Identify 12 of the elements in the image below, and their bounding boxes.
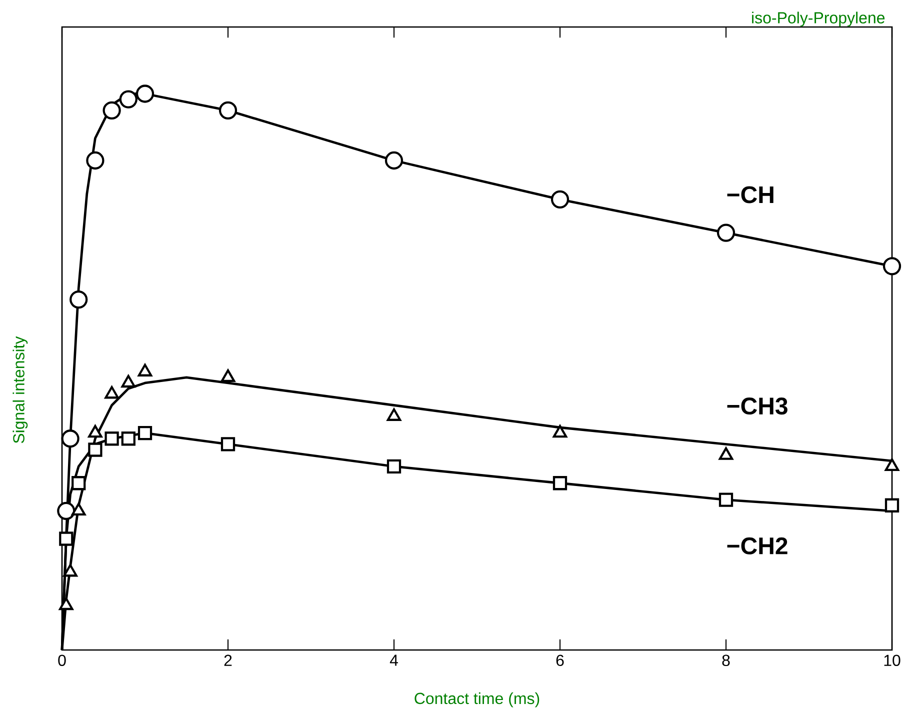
x-tick-label: 6 xyxy=(556,654,564,666)
series-label: −CH2 xyxy=(727,537,788,554)
chart-title: iso-Poly-Propylene xyxy=(752,12,885,27)
x-tick-label: 8 xyxy=(722,654,730,666)
x-tick-label: 2 xyxy=(224,654,232,666)
series-label: −CH xyxy=(727,186,774,204)
series-label: −CH3 xyxy=(727,398,788,415)
x-axis-title: Contact time (ms) xyxy=(414,692,540,708)
y-axis-title: Signal intensity xyxy=(12,336,28,444)
x-tick-label: 4 xyxy=(390,654,398,666)
x-tick-label: 10 xyxy=(884,654,900,666)
x-tick-label: 0 xyxy=(58,654,66,666)
